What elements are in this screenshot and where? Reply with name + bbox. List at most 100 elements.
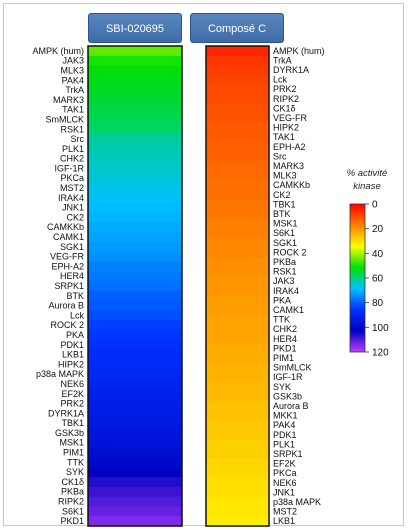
heatmap-cell-right <box>206 468 269 479</box>
row-label-left: HER4 <box>60 271 84 281</box>
row-label-right: CAMK1 <box>273 305 304 315</box>
heatmap-cell-left <box>88 428 182 439</box>
row-label-right: Src <box>273 151 287 161</box>
heatmap-cell-left <box>88 516 182 527</box>
heatmap-cell-right <box>206 497 269 508</box>
colorbar-tick-label: 60 <box>372 274 384 285</box>
row-label-left: PRK2 <box>60 399 84 409</box>
heatmap-cell-right <box>206 343 269 354</box>
heatmap-cell-left <box>88 408 182 419</box>
row-label-left: TAK1 <box>62 105 84 115</box>
heatmap-cell-right <box>206 170 269 181</box>
row-label-left: Lck <box>70 310 85 320</box>
row-label-right: MST2 <box>273 507 297 517</box>
row-label-right: PKA <box>273 295 291 305</box>
heatmap-cell-left <box>88 46 182 57</box>
heatmap-cell-right <box>206 305 269 316</box>
colorbar-title-line2: kinase <box>353 181 380 192</box>
heatmap-cell-right <box>206 247 269 258</box>
row-label-left: Aurora B <box>48 301 84 311</box>
row-label-right: DYRK1A <box>273 65 309 75</box>
heatmap-cell-left <box>88 163 182 174</box>
row-label-left: EPH-A2 <box>51 261 84 271</box>
heatmap-cell-left <box>88 192 182 204</box>
heatmap-cell-left <box>88 496 182 508</box>
row-label-right: ROCK 2 <box>273 247 307 257</box>
heatmap-cell-right <box>206 122 269 133</box>
row-label-left: MST2 <box>60 183 84 193</box>
heatmap-cell-left <box>88 114 182 125</box>
row-label-right: EF2K <box>273 459 296 469</box>
row-label-left: JAK3 <box>62 56 84 66</box>
row-label-right: MARK3 <box>273 161 304 171</box>
heatmap-cell-right <box>206 506 269 517</box>
heatmap-cell-left <box>88 241 182 253</box>
heatmap-cell-left <box>88 359 182 370</box>
heatmap-cell-left <box>88 379 182 390</box>
heatmap-cell-left <box>88 202 182 214</box>
row-label-right: TAK1 <box>273 132 295 142</box>
row-label-left: CK1δ <box>61 477 84 487</box>
heatmap-border-left <box>87 45 183 527</box>
heatmap-cell-left <box>88 398 182 410</box>
row-label-left: CK2 <box>66 212 84 222</box>
heatmap-panel-left: AMPK (hum)JAK3MLK3PAK4TrkAMARK3TAK1SmMLC… <box>32 45 183 527</box>
row-label-left: PDK1 <box>60 340 84 350</box>
row-label-left: PKBa <box>61 487 84 497</box>
heatmap-cell-left <box>88 310 182 321</box>
row-label-left: RIPK2 <box>58 497 84 507</box>
colorbar-tick-label: 120 <box>372 348 389 359</box>
heatmap-cell-left <box>88 251 182 263</box>
colorbar-tick-label: 80 <box>372 298 384 309</box>
row-label-right: MLK3 <box>273 171 297 181</box>
heatmap-cell-right <box>206 276 269 287</box>
row-label-right: GSK3b <box>273 391 302 401</box>
heatmap-cell-right <box>206 199 269 210</box>
row-label-right: CK1δ <box>273 103 296 113</box>
heatmap-cell-right <box>206 410 269 421</box>
panel-header-compose-c: Composé C <box>190 13 284 43</box>
row-label-left: TrkA <box>65 85 84 95</box>
heatmap-cell-left <box>88 388 182 400</box>
row-label-right: IGF-1R <box>273 372 303 382</box>
heatmap-cell-left <box>88 369 182 380</box>
row-label-left: PKCa <box>60 173 84 183</box>
heatmap-cell-right <box>206 218 269 229</box>
heatmap-cell-right <box>206 65 269 76</box>
heatmap-cell-right <box>206 334 269 345</box>
heatmap-cell-left <box>88 300 182 312</box>
row-label-left: DYRK1A <box>48 408 84 418</box>
heatmap-cell-left <box>88 85 182 96</box>
row-label-left: PKD1 <box>60 516 84 526</box>
heatmap-cell-right <box>206 478 269 489</box>
row-label-left: IRAK4 <box>58 193 84 203</box>
heatmap-cell-right <box>206 449 269 460</box>
heatmap-cell-left <box>88 477 182 488</box>
panel-header-sbi: SBI-020695 <box>88 13 182 43</box>
heatmap-cell-right <box>206 314 269 325</box>
heatmap-cell-right <box>206 142 269 153</box>
heatmap-cell-left <box>88 75 182 86</box>
row-label-right: TTK <box>273 315 290 325</box>
row-label-left: VEG-FR <box>50 252 85 262</box>
heatmap-cell-right <box>206 430 269 441</box>
heatmap-cell-right <box>206 401 269 412</box>
row-label-right: SmMLCK <box>273 363 312 373</box>
heatmap-cell-left <box>88 222 182 233</box>
heatmap-cell-left <box>88 212 182 223</box>
row-label-right: Aurora B <box>273 401 309 411</box>
heatmap-cell-right <box>206 113 269 124</box>
row-label-right: MKK1 <box>273 411 298 421</box>
heatmap-cell-right <box>206 372 269 383</box>
heatmap-cell-left <box>88 437 182 449</box>
heatmap-cell-right <box>206 420 269 431</box>
heatmap-cell-right <box>206 132 269 143</box>
row-label-left: LKB1 <box>62 350 84 360</box>
heatmap-cell-left <box>88 339 182 351</box>
row-label-left: GSK3b <box>55 428 84 438</box>
row-label-right: RIPK2 <box>273 94 299 104</box>
row-label-right: PKD1 <box>273 343 297 353</box>
row-label-left: PIM1 <box>63 448 84 458</box>
heatmap-cell-left <box>88 281 182 292</box>
